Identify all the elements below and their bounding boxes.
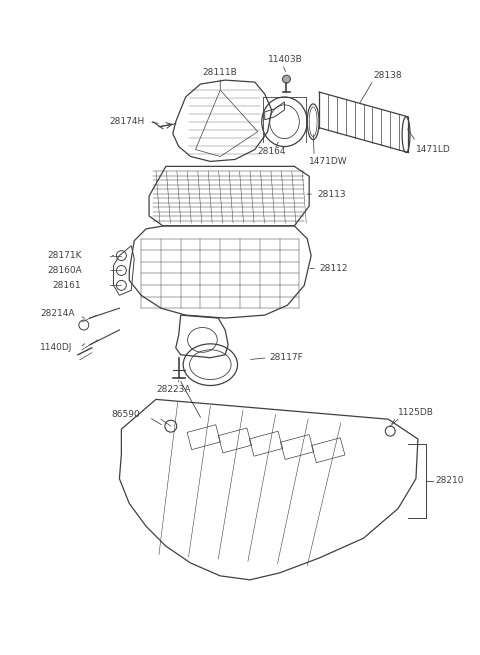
Text: 11403B: 11403B: [268, 55, 302, 64]
Text: 28138: 28138: [373, 71, 402, 80]
Text: 28210: 28210: [436, 476, 464, 485]
Text: 28112: 28112: [319, 264, 348, 273]
Bar: [218, 428, 252, 453]
Text: 28111B: 28111B: [203, 67, 238, 77]
Text: 1125DB: 1125DB: [398, 408, 434, 417]
Text: 28161: 28161: [52, 281, 81, 290]
Bar: [187, 424, 220, 449]
Text: 28171K: 28171K: [47, 251, 82, 260]
Text: 28160A: 28160A: [47, 266, 82, 275]
Circle shape: [283, 75, 290, 83]
Bar: [250, 431, 283, 456]
Text: 1140DJ: 1140DJ: [40, 343, 72, 352]
Text: 28113: 28113: [317, 190, 346, 198]
Bar: [312, 438, 345, 462]
Text: 1471DW: 1471DW: [309, 157, 348, 166]
Text: 28214A: 28214A: [40, 309, 75, 318]
Text: 28164: 28164: [258, 147, 286, 156]
Text: 28117F: 28117F: [270, 353, 303, 362]
Text: 28174H: 28174H: [109, 117, 145, 126]
Text: 1471LD: 1471LD: [416, 145, 451, 154]
Bar: [280, 434, 314, 459]
Text: 86590: 86590: [111, 410, 140, 419]
Text: 28223A: 28223A: [156, 385, 191, 394]
